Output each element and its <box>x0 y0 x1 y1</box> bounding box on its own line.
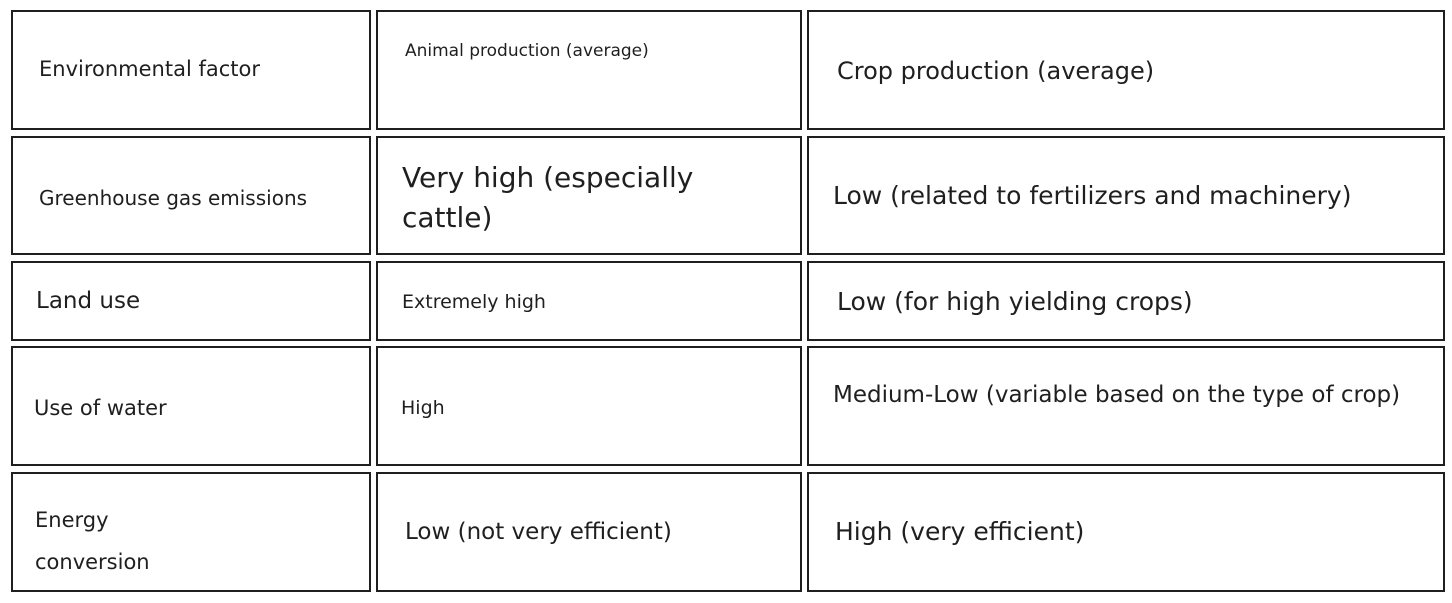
cell-text: Medium-Low (variable based on the type o… <box>833 382 1401 408</box>
row-animal-cell: Low (not very efficient) <box>376 472 802 592</box>
header-label: Crop production (average) <box>837 57 1155 85</box>
cell-text: Low (related to fertilizers and machiner… <box>833 181 1352 210</box>
header-cell-crop-production: Crop production (average) <box>807 10 1445 130</box>
row-crop-cell: Medium-Low (variable based on the type o… <box>807 346 1445 466</box>
cell-text: Extremely high <box>402 291 546 313</box>
row-crop-cell: Low (for high yielding crops) <box>807 261 1445 341</box>
row-animal-cell: High <box>376 346 802 466</box>
row-crop-cell: Low (related to fertilizers and machiner… <box>807 136 1445 255</box>
row-crop-cell: High (very efficient) <box>807 472 1445 592</box>
cell-text: Land use <box>36 288 141 314</box>
row-factor-cell: Energy conversion <box>11 472 371 592</box>
header-cell-environmental-factor: Environmental factor <box>11 10 371 130</box>
row-animal-cell: Very high (especially cattle) <box>376 136 802 255</box>
cell-text: Greenhouse gas emissions <box>39 186 308 210</box>
row-factor-cell: Greenhouse gas emissions <box>11 136 371 255</box>
cell-text: Energy conversion <box>35 508 150 574</box>
cell-text: High <box>401 397 445 419</box>
row-factor-cell: Use of water <box>11 346 371 466</box>
header-cell-animal-production: Animal production (average) <box>376 10 802 130</box>
cell-text: Low (for high yielding crops) <box>837 287 1193 316</box>
cell-text: Low (not very efficient) <box>405 519 672 545</box>
cell-text: Use of water <box>34 396 167 420</box>
header-label: Environmental factor <box>39 57 260 81</box>
header-label: Animal production (average) <box>405 41 649 61</box>
row-factor-cell: Land use <box>11 261 371 341</box>
cell-text: High (very efficient) <box>835 517 1085 546</box>
cell-text: Very high (especially cattle) <box>402 161 694 234</box>
row-animal-cell: Extremely high <box>376 261 802 341</box>
